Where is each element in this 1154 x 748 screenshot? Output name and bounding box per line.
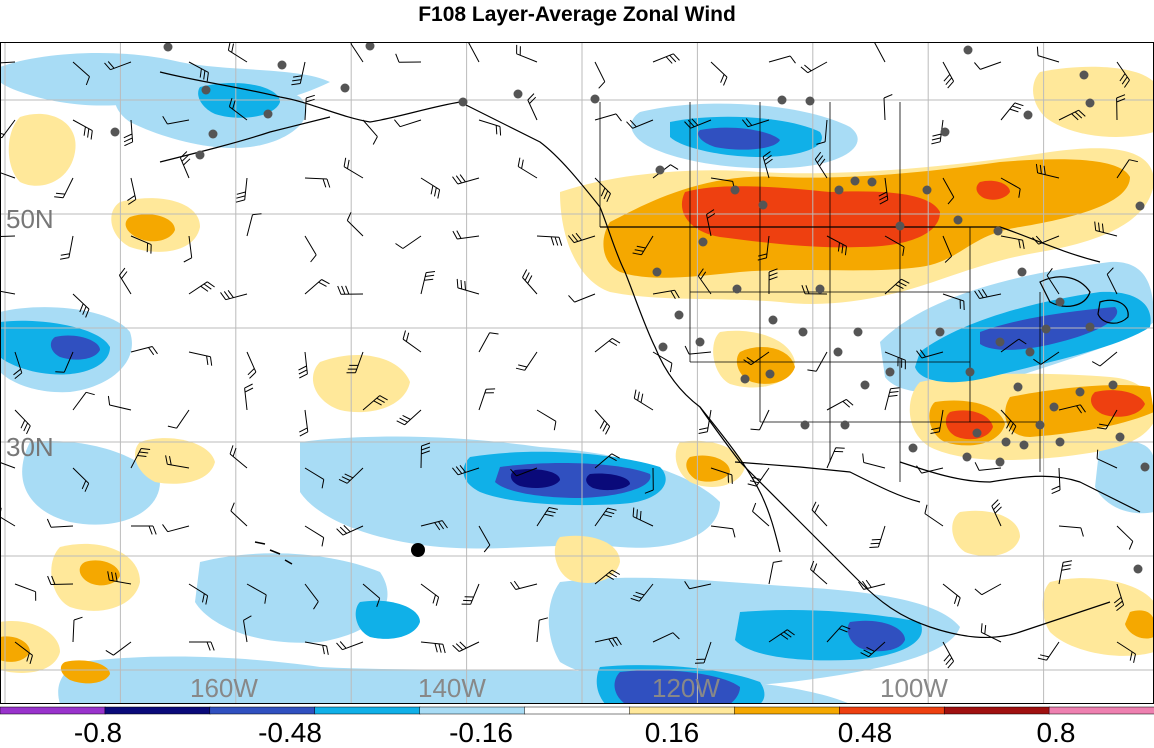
lon-label-100w: 100W: [880, 673, 948, 703]
lat-label-30n: 30N: [6, 432, 54, 462]
station-dot: [111, 128, 120, 137]
map-panel: 50N 30N 160W 140W 120W 100W: [0, 42, 1154, 704]
station-dot: [1116, 433, 1125, 442]
station-dot: [963, 453, 972, 462]
colorbar-swatch: [630, 707, 735, 714]
lon-label-160w: 160W: [190, 673, 258, 703]
station-dot: [854, 328, 863, 337]
colorbar-swatch: [0, 707, 105, 714]
station-dot: [778, 96, 787, 105]
wind-map: 50N 30N 160W 140W 120W 100W: [0, 42, 1154, 704]
colorbar-tick: 0.16: [645, 717, 700, 743]
colorbar-svg: -0.8 -0.48 -0.16 0.16 0.48 0.8: [0, 706, 1154, 743]
station-dot: [936, 328, 945, 337]
station-dot: [851, 177, 860, 186]
station-dot: [675, 311, 684, 320]
station-dot: [835, 186, 844, 195]
reference-point-marker: [411, 543, 425, 557]
colorbar-tick: 0.48: [838, 717, 893, 743]
colorbar-tick: 0.8: [1037, 717, 1076, 743]
station-dot: [1056, 438, 1065, 447]
station-dot: [278, 61, 287, 70]
station-dot: [696, 338, 705, 347]
station-dot: [841, 421, 850, 430]
station-dot: [896, 222, 905, 231]
station-dot: [514, 90, 523, 99]
colorbar-swatches: [0, 707, 1154, 714]
station-dot: [994, 227, 1003, 236]
station-dot: [954, 216, 963, 225]
station-dot: [1020, 441, 1029, 450]
colorbar-swatch: [839, 707, 944, 714]
station-dot: [941, 128, 950, 137]
station-dot: [1026, 348, 1035, 357]
colorbar-swatch: [105, 707, 210, 714]
lon-label-120w: 120W: [652, 673, 720, 703]
station-dot: [1056, 298, 1065, 307]
station-dot: [196, 151, 205, 160]
station-dot: [741, 375, 750, 384]
station-dot: [886, 368, 895, 377]
station-dot: [1042, 325, 1051, 334]
station-dot: [966, 368, 975, 377]
station-dot: [1086, 323, 1095, 332]
station-dot: [996, 338, 1005, 347]
station-dot: [341, 84, 350, 93]
station-dot: [1109, 381, 1118, 390]
station-dot: [1002, 438, 1011, 447]
colorbar-swatch: [1049, 707, 1154, 714]
station-dot: [656, 166, 665, 175]
colorbar-swatch: [944, 707, 1049, 714]
station-dot: [733, 285, 742, 294]
colorbar-tick: -0.48: [258, 717, 322, 743]
colorbar-swatch: [210, 707, 315, 714]
station-dot: [923, 186, 932, 195]
colorbar-swatch: [734, 707, 839, 714]
plot-title: F108 Layer-Average Zonal Wind: [0, 0, 1154, 30]
colorbar-swatch: [525, 707, 630, 714]
station-dot: [1080, 71, 1089, 80]
station-dot: [731, 186, 740, 195]
station-dot: [653, 268, 662, 277]
station-dot: [868, 178, 877, 187]
station-dot: [766, 370, 775, 379]
station-dot: [1136, 202, 1145, 211]
colorbar-swatch: [315, 707, 420, 714]
station-dot: [202, 86, 211, 95]
station-dot: [1141, 463, 1150, 472]
station-dot: [801, 421, 810, 430]
station-dot: [964, 46, 973, 55]
station-dot: [799, 328, 808, 337]
station-dot: [459, 98, 468, 107]
station-dot: [1076, 388, 1085, 397]
station-dot: [769, 316, 778, 325]
station-dot: [816, 285, 825, 294]
colorbar-tick: -0.8: [74, 717, 122, 743]
station-dot: [1014, 383, 1023, 392]
station-dot: [591, 95, 600, 104]
lon-label-140w: 140W: [418, 673, 486, 703]
station-dot: [861, 381, 870, 390]
station-dot: [973, 429, 982, 438]
station-dot: [659, 343, 668, 352]
station-dot: [209, 130, 218, 139]
colorbar: -0.8 -0.48 -0.16 0.16 0.48 0.8: [0, 706, 1154, 743]
colorbar-tick: -0.16: [449, 717, 513, 743]
station-dot: [1024, 111, 1033, 120]
station-dot: [996, 458, 1005, 467]
station-dot: [1050, 403, 1059, 412]
station-dot: [806, 97, 815, 106]
station-dot: [264, 110, 273, 119]
station-dot: [164, 43, 173, 52]
station-dot: [699, 238, 708, 247]
station-dot: [1086, 99, 1095, 108]
lat-label-50n: 50N: [6, 204, 54, 234]
station-dot: [759, 201, 768, 210]
station-dot: [1036, 421, 1045, 430]
station-dot: [834, 348, 843, 357]
station-dot: [909, 444, 918, 453]
colorbar-swatch: [420, 707, 525, 714]
station-dot: [1134, 565, 1143, 574]
station-dot: [1018, 268, 1027, 277]
